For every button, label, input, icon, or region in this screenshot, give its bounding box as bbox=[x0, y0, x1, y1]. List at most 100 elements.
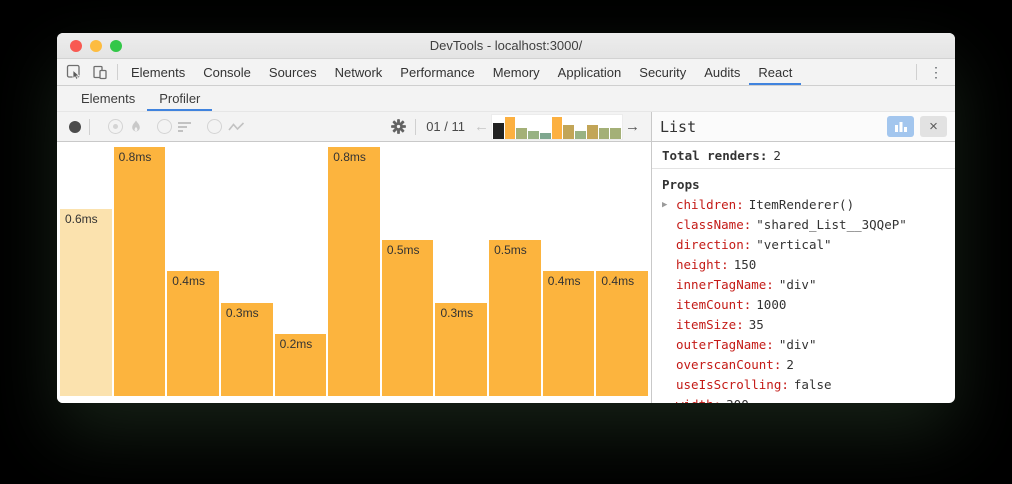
react-subtab-elements[interactable]: Elements bbox=[81, 91, 136, 106]
ranked-mode-group bbox=[157, 119, 193, 134]
title-bar: DevTools - localhost:3000/ bbox=[57, 33, 955, 59]
bar-chart-icon bbox=[894, 121, 907, 132]
prop-indent bbox=[662, 395, 676, 403]
record-button[interactable] bbox=[69, 120, 81, 133]
commit-strip-bar[interactable] bbox=[493, 122, 504, 139]
commit-strip-bar[interactable] bbox=[516, 127, 528, 139]
commit-bar[interactable]: 0.8ms bbox=[328, 147, 380, 396]
tab-console[interactable]: Console bbox=[203, 64, 251, 80]
total-renders-row: Total renders: 2 bbox=[652, 142, 955, 169]
prop-key: width: bbox=[676, 395, 721, 403]
prop-row-overscanCount: overscanCount: 2 bbox=[662, 355, 945, 375]
react-subtab-profiler[interactable]: Profiler bbox=[147, 86, 212, 111]
tab-sources[interactable]: Sources bbox=[268, 64, 317, 80]
commit-bar[interactable]: 0.4ms bbox=[596, 271, 649, 396]
prop-row-outerTagName: outerTagName: "div" bbox=[662, 335, 945, 355]
close-window-button[interactable] bbox=[70, 40, 82, 52]
tab-performance[interactable]: Performance bbox=[400, 64, 475, 80]
commit-bar[interactable]: 0.4ms bbox=[542, 271, 595, 396]
commit-bar[interactable]: 0.5ms bbox=[489, 240, 541, 396]
interactions-radio[interactable] bbox=[207, 119, 222, 134]
commit-bar[interactable]: 0.8ms bbox=[113, 147, 166, 396]
close-panel-button[interactable]: × bbox=[920, 116, 947, 137]
prop-row-itemCount: itemCount: 1000 bbox=[662, 295, 945, 315]
tab-network[interactable]: Network bbox=[334, 64, 383, 80]
prop-row-children[interactable]: ▶ children: ItemRenderer() bbox=[662, 195, 945, 215]
commit-strip-bar[interactable] bbox=[586, 124, 598, 139]
kebab-menu-icon[interactable]: ⋮ bbox=[929, 63, 943, 80]
prop-value: "div" bbox=[778, 277, 817, 292]
commit-strip-bar[interactable] bbox=[575, 130, 586, 139]
commit-bar[interactable]: 0.2ms bbox=[274, 334, 327, 396]
inspect-element-icon[interactable] bbox=[61, 60, 87, 84]
commit-strip-bar[interactable] bbox=[504, 116, 516, 139]
component-panel-header: List × bbox=[652, 112, 955, 142]
prop-indent bbox=[662, 275, 676, 295]
tab-elements[interactable]: Elements bbox=[131, 64, 186, 80]
ranked-radio[interactable] bbox=[157, 119, 172, 134]
commit-bar[interactable]: 0.6ms bbox=[60, 209, 112, 396]
prop-value: ItemRenderer() bbox=[748, 197, 855, 212]
commit-bar-chart: 0.6ms 0.8ms 0.4ms 0.3ms 0.2ms 0.8ms 0.5ms 0.3ms… bbox=[57, 142, 651, 403]
commit-strip-bar[interactable] bbox=[610, 127, 622, 139]
prop-key: children: bbox=[676, 197, 744, 212]
tab-application[interactable]: Application bbox=[557, 64, 622, 80]
prev-snapshot-arrow[interactable]: ← bbox=[474, 118, 489, 135]
prop-value: false bbox=[793, 377, 832, 392]
props-list: ▶ children: ItemRenderer() className: "share… bbox=[662, 195, 945, 403]
device-toolbar-icon[interactable] bbox=[87, 60, 113, 84]
prop-value: "shared_List__3QQeP" bbox=[756, 217, 907, 232]
props-heading: Props bbox=[662, 177, 700, 192]
commit-strip-bar[interactable] bbox=[563, 124, 575, 139]
prop-value: 300 bbox=[726, 395, 749, 403]
profiler-main: 01 / 11 ← → 0.6ms 0.8ms 0.4ms 0.3ms 0.2ms 0.8… bbox=[57, 112, 955, 403]
commit-bar-label: 0.5ms bbox=[494, 243, 527, 257]
tab-security[interactable]: Security bbox=[639, 64, 687, 80]
prop-indent bbox=[662, 235, 676, 255]
prop-value: 150 bbox=[733, 257, 757, 272]
prop-key: direction: bbox=[676, 237, 752, 252]
tab-react[interactable]: React bbox=[749, 59, 801, 85]
expand-arrow-icon[interactable]: ▶ bbox=[662, 200, 668, 210]
prop-indent bbox=[662, 295, 676, 315]
component-panel: List × Total renders: 2 bbox=[651, 112, 955, 403]
commit-strip-bar[interactable] bbox=[598, 127, 610, 139]
minimize-window-button[interactable] bbox=[90, 40, 102, 52]
commit-strip-bar[interactable] bbox=[551, 116, 563, 139]
devtools-menu: ⋮ bbox=[912, 64, 951, 81]
tab-memory[interactable]: Memory bbox=[492, 64, 540, 80]
snapshot-pager: 01 / 11 bbox=[426, 119, 465, 134]
interactions-mode-group bbox=[207, 119, 245, 134]
commit-bar-label: 0.5ms bbox=[386, 243, 420, 257]
commit-bar[interactable]: 0.3ms bbox=[220, 303, 273, 396]
prop-value: 35 bbox=[748, 317, 764, 332]
props-section: Props ▶ children: ItemRenderer() className:… bbox=[652, 169, 955, 403]
devtools-window: DevTools - localhost:3000/ Elements Conso… bbox=[57, 33, 955, 403]
window-title: DevTools - localhost:3000/ bbox=[429, 38, 583, 53]
prop-row-className: className: "shared_List__3QQeP" bbox=[662, 215, 945, 235]
commit-bar[interactable]: 0.4ms bbox=[167, 271, 219, 396]
commit-strip-bar[interactable] bbox=[528, 130, 539, 139]
commit-bar-label: 0.8ms bbox=[118, 150, 152, 164]
prop-row-height: height: 150 bbox=[662, 255, 945, 275]
prop-key: overscanCount: bbox=[676, 357, 782, 372]
settings-gear-icon[interactable] bbox=[385, 115, 411, 139]
prop-key: height: bbox=[676, 257, 729, 272]
commit-bar-label: 0.6ms bbox=[65, 212, 98, 226]
flamegraph-radio[interactable] bbox=[108, 119, 123, 134]
prop-row-itemSize: itemSize: 35 bbox=[662, 315, 945, 335]
record-divider bbox=[89, 118, 90, 135]
total-renders-value: 2 bbox=[773, 147, 781, 163]
commit-bar[interactable]: 0.5ms bbox=[381, 240, 434, 396]
zoom-window-button[interactable] bbox=[110, 40, 122, 52]
next-snapshot-arrow[interactable]: → bbox=[625, 118, 640, 135]
commit-bar[interactable]: 0.3ms bbox=[435, 303, 488, 396]
commit-strip-bar[interactable] bbox=[539, 132, 551, 139]
prop-row-direction: direction: "vertical" bbox=[662, 235, 945, 255]
profiler-left-pane: 01 / 11 ← → 0.6ms 0.8ms 0.4ms 0.3ms 0.2ms 0.8… bbox=[57, 112, 651, 403]
tab-audits[interactable]: Audits bbox=[704, 64, 741, 80]
commit-strip[interactable] bbox=[491, 113, 623, 140]
commit-bar-label: 0.4ms bbox=[172, 274, 205, 288]
commit-bar-label: 0.2ms bbox=[279, 337, 313, 351]
view-chart-button[interactable] bbox=[887, 116, 914, 137]
